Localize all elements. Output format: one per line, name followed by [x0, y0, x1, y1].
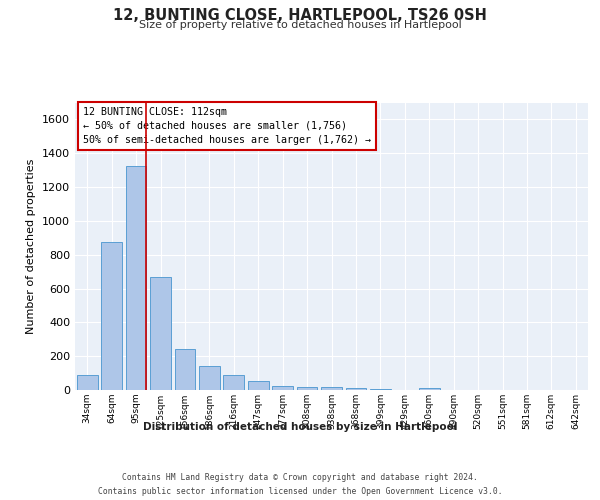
Y-axis label: Number of detached properties: Number of detached properties [26, 158, 37, 334]
Bar [272, 386, 293, 390]
Text: Contains public sector information licensed under the Open Government Licence v3: Contains public sector information licen… [98, 488, 502, 496]
Bar [321, 386, 342, 390]
Text: 12 BUNTING CLOSE: 112sqm
← 50% of detached houses are smaller (1,756)
50% of sem: 12 BUNTING CLOSE: 112sqm ← 50% of detach… [83, 107, 371, 145]
Bar [150, 276, 171, 390]
Bar [125, 166, 146, 390]
Bar [419, 388, 440, 390]
Bar [199, 366, 220, 390]
Text: Distribution of detached houses by size in Hartlepool: Distribution of detached houses by size … [143, 422, 457, 432]
Text: Contains HM Land Registry data © Crown copyright and database right 2024.: Contains HM Land Registry data © Crown c… [122, 472, 478, 482]
Text: 12, BUNTING CLOSE, HARTLEPOOL, TS26 0SH: 12, BUNTING CLOSE, HARTLEPOOL, TS26 0SH [113, 8, 487, 22]
Bar [77, 375, 98, 390]
Bar [101, 242, 122, 390]
Bar [248, 380, 269, 390]
Bar [346, 388, 367, 390]
Bar [175, 348, 196, 390]
Text: Size of property relative to detached houses in Hartlepool: Size of property relative to detached ho… [139, 20, 461, 30]
Bar [296, 388, 317, 390]
Bar [370, 389, 391, 390]
Bar [223, 375, 244, 390]
